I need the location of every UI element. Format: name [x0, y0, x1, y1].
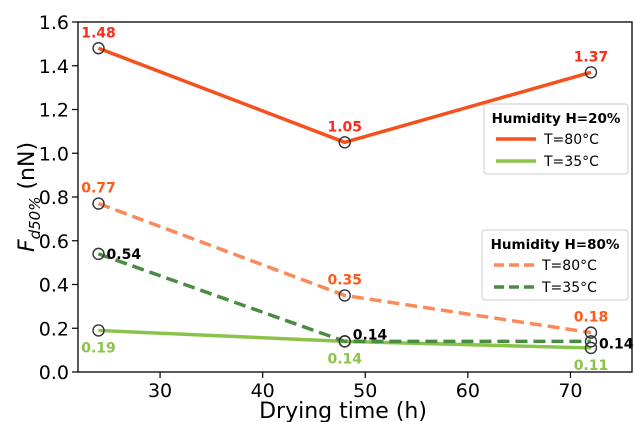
y-tick-label: 1.0	[39, 143, 69, 165]
data-label: 0.14	[599, 336, 634, 352]
y-tick-label: 0.8	[39, 187, 69, 209]
data-point	[92, 42, 105, 55]
data-label: 0.14	[327, 351, 362, 367]
legend-title: Humidity H=80%	[491, 237, 620, 253]
data-point	[338, 136, 351, 149]
data-point	[338, 289, 351, 302]
data-point	[92, 324, 105, 337]
data-point	[92, 197, 105, 210]
y-tick-label: 1.2	[39, 100, 69, 122]
data-label: 0.11	[574, 358, 609, 374]
data-point	[92, 247, 105, 261]
legend-box	[481, 229, 629, 301]
data-label: 0.14	[353, 327, 388, 343]
y-axis-label: Fd50% (nN)	[15, 142, 44, 252]
data-point	[338, 335, 351, 348]
data-label: 0.77	[81, 181, 116, 197]
x-tick-label: 60	[456, 380, 480, 402]
data-label: 1.37	[574, 49, 609, 65]
data-label: 0.35	[327, 272, 362, 288]
y-tick-label: 0.2	[39, 318, 69, 340]
data-point	[584, 326, 598, 339]
legend-entry: T=80°C	[541, 258, 597, 274]
series-line-0	[97, 46, 592, 145]
legend-entry: T=35°C	[543, 154, 599, 170]
series-line-2	[97, 201, 592, 335]
data-label: 0.19	[81, 340, 116, 356]
legend-entry: T=80°C	[543, 132, 599, 148]
x-tick-label: 40	[251, 380, 275, 402]
x-axis-label: Drying time (h)	[259, 399, 427, 422]
y-tick-label: 0.6	[39, 231, 69, 253]
data-label: 0.54	[107, 247, 142, 263]
data-label: 1.05	[327, 119, 362, 135]
legend-box	[483, 103, 629, 175]
plot-frame	[77, 21, 633, 373]
data-point	[584, 341, 598, 355]
legend-entry: T=35°C	[541, 280, 597, 296]
series-line-3	[97, 252, 591, 344]
y-tick-label: 1.4	[39, 56, 69, 78]
data-label: 1.48	[81, 25, 116, 41]
y-tick-label: 0.0	[39, 362, 69, 384]
y-tick-label: 0.4	[39, 275, 69, 297]
x-tick-label: 50	[353, 380, 377, 402]
legend-title: Humidity H=20%	[492, 111, 621, 127]
y-tick-label: 1.6	[39, 12, 69, 34]
series-line-1	[98, 328, 592, 350]
data-point	[584, 335, 598, 348]
data-label: 0.18	[574, 310, 609, 326]
x-tick-label: 70	[558, 380, 582, 402]
x-tick-label: 30	[148, 380, 172, 402]
data-point	[584, 66, 598, 79]
